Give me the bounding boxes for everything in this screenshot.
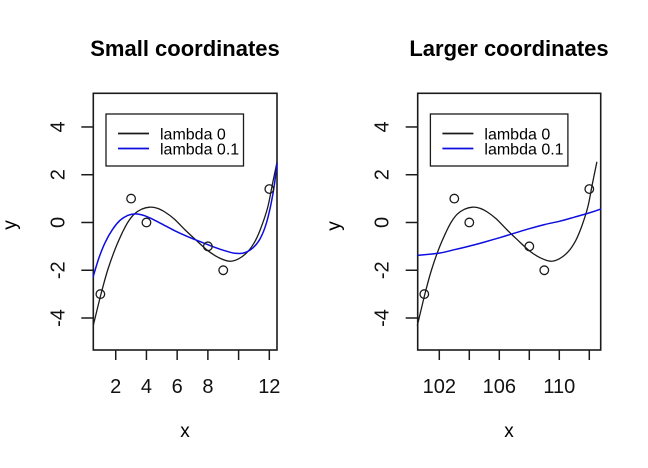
panel1-x-tick-label: 4 [141, 376, 152, 398]
panel1-x-tick-label: 8 [202, 376, 213, 398]
panel1-data-point [141, 217, 152, 228]
panel1-legend-label-2: lambda 0.1 [160, 142, 239, 159]
panel2-plot-box [416, 92, 602, 351]
panel1-legend-box [105, 113, 245, 167]
panel1-y-tick-label: -2 [47, 261, 69, 279]
panel1-y-tick-label: 4 [47, 121, 69, 132]
panel1-data-point [95, 289, 106, 300]
panel1-data-point [202, 241, 213, 252]
panel1-data-point [126, 193, 137, 204]
panel2-y-axis-label: y [324, 221, 345, 231]
panel2-legend-label-1: lambda 0 [484, 127, 550, 144]
panel1-title: Small coordinates [90, 36, 280, 61]
panel2-y-tick-label: -2 [372, 261, 394, 279]
panel1-y-axis-label: y [0, 220, 21, 230]
panel1-curve-lambda-0 [92, 161, 278, 326]
panel2-x-axis-label: x [504, 421, 514, 442]
panel2-x-tick-label: 106 [483, 376, 516, 398]
panel1-x-axis-label: x [180, 421, 190, 442]
panel2-data-point [539, 265, 550, 276]
panel2-x-tick-label: 102 [423, 376, 456, 398]
panel2-title: Larger coordinates [409, 36, 609, 61]
panel1-legend-label-1: lambda 0 [160, 127, 226, 144]
panel1-data-point [218, 265, 229, 276]
panel2-y-tick-label: 2 [372, 169, 394, 180]
panel2-legend-label-2: lambda 0.1 [484, 142, 563, 159]
panel2-curve-lambda-0 [416, 161, 598, 326]
panel2-data-point [449, 193, 460, 204]
panel2-data-point [584, 184, 595, 195]
panel1-x-tick-label: 2 [110, 376, 121, 398]
panel1-y-tick-label: -4 [47, 309, 69, 327]
panel2-data-point [524, 241, 535, 252]
panel2-curve-lambda-0-1 [416, 208, 602, 257]
panel1-curve-lambda-0-1 [92, 163, 278, 277]
panel2-x-tick-label: 110 [543, 376, 575, 398]
panel1-x-tick-label: 12 [258, 376, 280, 398]
panel1-plot-box [92, 92, 278, 351]
panel1-x-tick-label: 6 [172, 376, 183, 398]
panel2-data-point [419, 289, 430, 300]
panel2-y-tick-label: 4 [372, 121, 394, 132]
panel2-data-point [464, 217, 475, 228]
panel2-y-tick-label: 0 [372, 217, 394, 228]
panel2-legend-box [429, 113, 569, 167]
panel1-y-tick-label: 2 [47, 169, 69, 180]
panel1-data-point [264, 184, 275, 195]
panel1-y-tick-label: 0 [47, 217, 69, 228]
panel2-y-tick-label: -4 [372, 309, 394, 327]
